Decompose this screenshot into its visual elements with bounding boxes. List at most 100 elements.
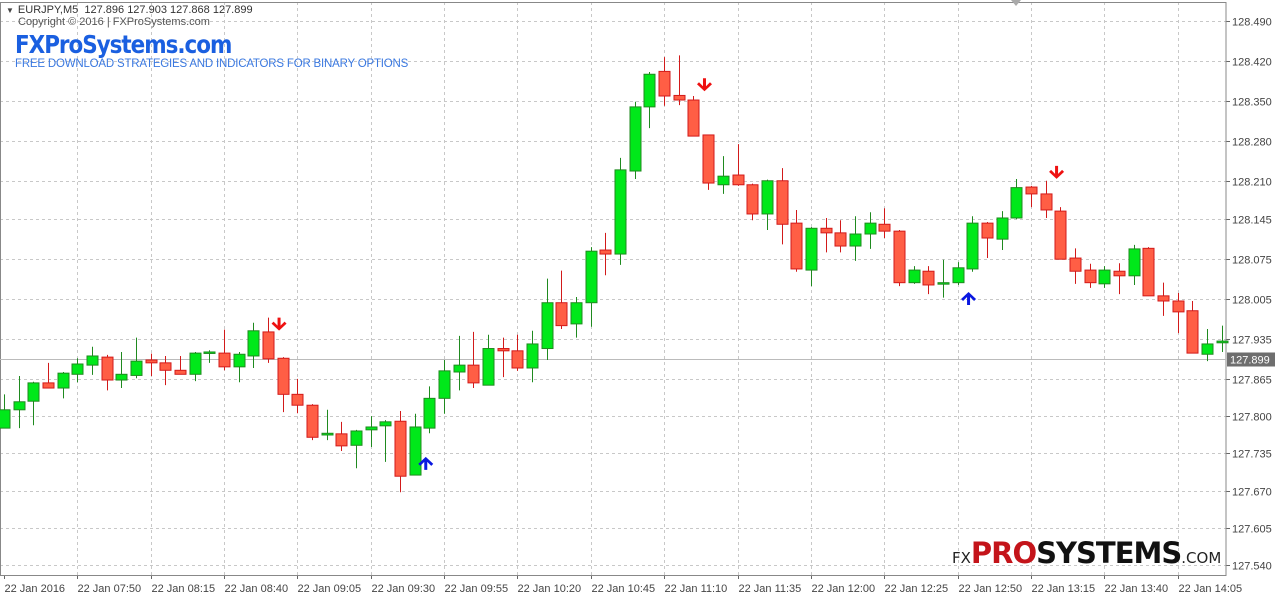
price-tick-label: 128.210 (1232, 177, 1272, 189)
candle-bullish[interactable] (233, 353, 246, 368)
candle-bullish[interactable] (247, 330, 260, 357)
symbol-label: EURJPY,M5 (17, 4, 79, 16)
candle-bullish[interactable] (115, 373, 128, 381)
candle-bullish[interactable] (761, 180, 774, 215)
candle-bearish[interactable] (555, 302, 568, 327)
candle-bullish[interactable] (0, 409, 11, 429)
candle-bearish[interactable] (277, 357, 290, 395)
candle-bearish[interactable] (42, 382, 55, 389)
candle-bearish[interactable] (702, 134, 715, 184)
candle-bullish[interactable] (570, 302, 583, 325)
candle-bearish[interactable] (335, 433, 348, 447)
candle-bullish[interactable] (614, 169, 627, 255)
price-tick-label: 127.605 (1232, 524, 1272, 536)
candle-bullish[interactable] (86, 355, 99, 366)
candle-bullish[interactable] (849, 233, 862, 247)
candle-bullish[interactable] (1216, 340, 1229, 344)
candle-bearish[interactable] (732, 174, 745, 186)
candle-bearish[interactable] (673, 94, 686, 101)
candle-bearish[interactable] (1084, 269, 1097, 284)
candle-bullish[interactable] (189, 352, 202, 375)
candle-bullish[interactable] (379, 421, 392, 427)
candle-bearish[interactable] (1157, 295, 1170, 302)
collapse-triangle-icon[interactable]: ▼ (6, 6, 14, 15)
candle-bullish[interactable] (203, 351, 216, 354)
candle-bullish[interactable] (438, 370, 451, 399)
candle-bearish[interactable] (262, 331, 275, 360)
candle-bullish[interactable] (71, 363, 84, 375)
candle-bullish[interactable] (629, 106, 642, 172)
candle-bullish[interactable] (27, 382, 40, 402)
candle-bullish[interactable] (996, 217, 1009, 240)
candle-bearish[interactable] (1172, 300, 1185, 313)
candle-bullish[interactable] (952, 267, 965, 284)
candle-bearish[interactable] (1069, 257, 1082, 272)
price-tick-label: 128.350 (1232, 97, 1272, 109)
candle-bullish[interactable] (350, 430, 363, 446)
brand-watermark: FXProSystems.com (15, 30, 232, 59)
candle-bearish[interactable] (291, 393, 304, 406)
candle-bearish[interactable] (834, 232, 847, 247)
time-tick-label: 22 Jan 09:55 (445, 583, 509, 595)
candle-bearish[interactable] (1186, 310, 1199, 354)
candle-bullish[interactable] (541, 302, 554, 350)
candle-bearish[interactable] (1025, 186, 1038, 195)
candle-bearish[interactable] (497, 348, 510, 352)
candle-bearish[interactable] (981, 222, 994, 239)
bid-price-label: 127.899 (1230, 355, 1270, 367)
candle-bearish[interactable] (101, 356, 114, 381)
candle-bullish[interactable] (57, 372, 70, 389)
candle-bearish[interactable] (394, 420, 407, 477)
candle-bullish[interactable] (966, 222, 979, 270)
candle-bearish[interactable] (159, 362, 172, 371)
candle-bullish[interactable] (423, 397, 436, 429)
candle-bullish[interactable] (409, 426, 422, 476)
candle-bearish[interactable] (599, 249, 612, 255)
candle-bearish[interactable] (174, 369, 187, 375)
candle-bullish[interactable] (482, 348, 495, 386)
candle-bullish[interactable] (585, 250, 598, 304)
time-tick-label: 22 Jan 12:50 (959, 583, 1023, 595)
candle-bullish[interactable] (321, 432, 334, 436)
candle-bearish[interactable] (790, 222, 803, 270)
candle-bullish[interactable] (937, 282, 950, 285)
sell-arrow-icon (1049, 165, 1065, 179)
candle-bearish[interactable] (218, 352, 231, 368)
candle-bearish[interactable] (1142, 247, 1155, 297)
candle-bullish[interactable] (643, 73, 656, 108)
candle-bearish[interactable] (1040, 193, 1053, 211)
candle-bearish[interactable] (922, 270, 935, 286)
candle-bullish[interactable] (1010, 187, 1023, 219)
candle-bullish[interactable] (365, 426, 378, 431)
chart-shift-marker-icon[interactable] (1011, 0, 1021, 6)
candle-bearish[interactable] (1054, 210, 1067, 260)
candle-bullish[interactable] (13, 401, 26, 411)
candle-bearish[interactable] (658, 70, 671, 97)
candle-bullish[interactable] (1098, 269, 1111, 285)
candle-bearish[interactable] (820, 227, 833, 234)
candle-bearish[interactable] (776, 180, 789, 225)
candle-bullish[interactable] (1201, 343, 1214, 355)
sell-arrow-icon (271, 317, 287, 331)
candle-bullish[interactable] (130, 360, 143, 376)
candle-bullish[interactable] (526, 343, 539, 369)
candle-bearish[interactable] (746, 184, 759, 215)
candle-bullish[interactable] (1128, 248, 1141, 277)
candle-bearish[interactable] (687, 99, 700, 137)
candle-bullish[interactable] (908, 269, 921, 284)
candle-bullish[interactable] (453, 364, 466, 373)
candle-bearish[interactable] (306, 404, 319, 438)
candle-bearish[interactable] (878, 223, 891, 232)
candle-bullish[interactable] (864, 222, 877, 235)
candle-bearish[interactable] (1113, 270, 1126, 277)
candle-bearish[interactable] (467, 364, 480, 384)
candle-bearish[interactable] (511, 350, 524, 369)
time-tick-label: 22 Jan 10:45 (592, 583, 656, 595)
candle-bearish[interactable] (145, 359, 158, 364)
sell-arrow-icon (696, 78, 712, 92)
time-tick-label: 22 Jan 13:40 (1105, 583, 1169, 595)
candle-bullish[interactable] (717, 175, 730, 186)
candle-bullish[interactable] (805, 227, 818, 271)
candle-bearish[interactable] (893, 230, 906, 284)
